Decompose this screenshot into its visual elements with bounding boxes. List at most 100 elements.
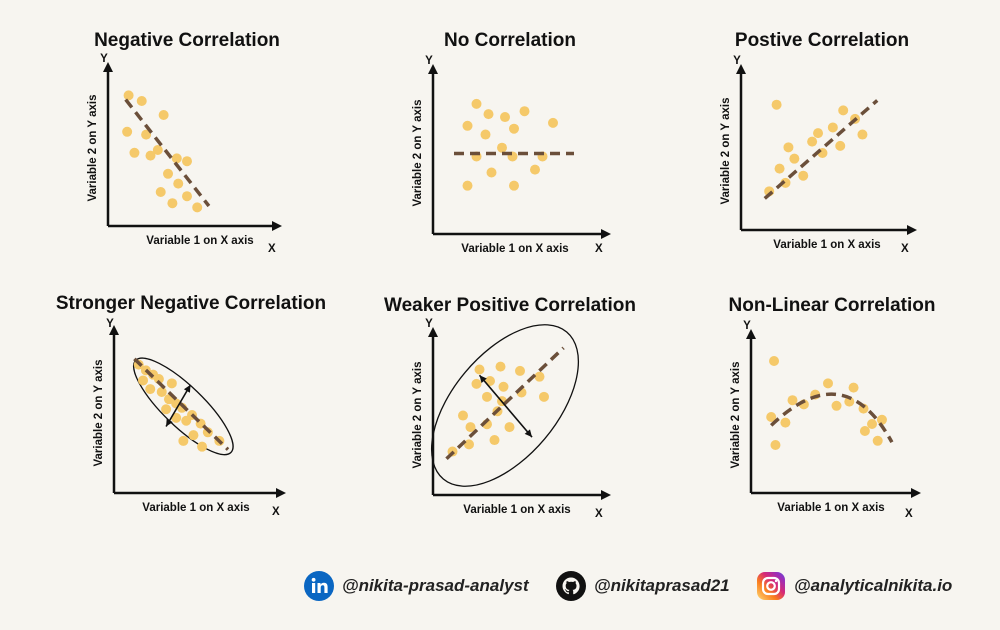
data-point bbox=[770, 440, 781, 450]
data-point bbox=[859, 426, 870, 436]
x-axis-label: Variable 1 on X axis bbox=[463, 504, 570, 516]
scatter-plot: Variable 1 on X axis Variable 2 on Y axis… bbox=[412, 55, 611, 255]
panel-none: No Correlation Variable 1 on X axis Variab… bbox=[345, 30, 675, 320]
y-axis-letter: Y bbox=[425, 55, 433, 67]
arrow-head bbox=[479, 375, 487, 383]
data-point bbox=[141, 129, 152, 140]
y-axis-label: Variable 2 on Y axis bbox=[720, 98, 732, 205]
data-point bbox=[173, 178, 184, 189]
data-point bbox=[835, 140, 846, 151]
x-axis-label: Variable 1 on X axis bbox=[142, 502, 249, 514]
github-icon bbox=[556, 571, 586, 601]
data-point bbox=[155, 187, 166, 197]
y-axis-letter: Y bbox=[106, 318, 114, 330]
panel-title: Non-Linear Correlation bbox=[728, 295, 936, 316]
instagram-link[interactable]: @analyticalnikita.io bbox=[756, 567, 952, 605]
y-axis-label: Variable 2 on Y axis bbox=[87, 95, 99, 202]
data-point bbox=[474, 364, 485, 375]
data-point bbox=[807, 136, 818, 147]
data-point bbox=[827, 122, 838, 133]
data-point bbox=[483, 109, 494, 120]
data-point bbox=[530, 164, 540, 175]
data-point bbox=[465, 422, 476, 433]
x-axis-label: Variable 1 on X axis bbox=[777, 502, 884, 514]
data-point bbox=[163, 168, 174, 179]
data-point bbox=[167, 198, 178, 209]
data-point bbox=[787, 395, 798, 406]
data-point bbox=[534, 371, 545, 382]
y-axis-arrow bbox=[428, 64, 438, 74]
data-point bbox=[462, 120, 473, 131]
x-axis-letter: X bbox=[268, 243, 276, 255]
data-point bbox=[156, 386, 167, 397]
linkedin-link[interactable]: @nikita-prasad-analyst bbox=[304, 567, 529, 605]
data-point bbox=[789, 153, 800, 164]
y-axis-letter: Y bbox=[733, 55, 741, 67]
data-point bbox=[813, 128, 824, 139]
x-axis-letter: X bbox=[595, 243, 603, 255]
trend-line bbox=[445, 346, 565, 461]
y-axis-arrow bbox=[428, 327, 438, 337]
scatter-plot: Variable 1 on X axis Variable 2 on Y axis… bbox=[93, 318, 286, 518]
y-axis-label: Variable 2 on Y axis bbox=[412, 362, 424, 469]
data-point bbox=[471, 98, 482, 109]
data-point bbox=[197, 441, 208, 452]
trend-line bbox=[769, 392, 894, 444]
data-point bbox=[519, 106, 530, 117]
data-point bbox=[182, 191, 192, 202]
x-axis-arrow bbox=[911, 488, 921, 498]
y-axis-label: Variable 2 on Y axis bbox=[730, 362, 742, 469]
x-axis-arrow bbox=[601, 229, 611, 239]
arrow-head bbox=[183, 384, 191, 393]
y-axis-label: Variable 2 on Y axis bbox=[93, 360, 105, 467]
data-point bbox=[166, 378, 177, 389]
instagram-handle: @analyticalnikita.io bbox=[794, 576, 953, 595]
linkedin-icon bbox=[304, 571, 334, 601]
data-point bbox=[876, 414, 887, 425]
data-point bbox=[495, 361, 506, 372]
data-point bbox=[182, 156, 192, 167]
data-point bbox=[145, 150, 156, 161]
panel-title: Stronger Negative Correlation bbox=[55, 293, 327, 314]
y-axis-arrow bbox=[109, 325, 119, 335]
data-point bbox=[504, 422, 515, 433]
data-point bbox=[548, 117, 558, 128]
data-point bbox=[161, 404, 172, 415]
panel-title: Weaker Positive Correlation bbox=[383, 295, 637, 316]
y-axis-letter: Y bbox=[743, 320, 751, 332]
y-axis-letter: Y bbox=[425, 318, 433, 330]
x-axis-label: Variable 1 on X axis bbox=[461, 243, 568, 255]
arrow-head bbox=[166, 418, 173, 427]
data-point bbox=[123, 90, 134, 101]
data-point bbox=[464, 439, 474, 450]
data-point bbox=[857, 129, 868, 140]
data-point bbox=[489, 435, 500, 446]
data-point bbox=[872, 435, 883, 446]
y-axis-label: Variable 2 on Y axis bbox=[412, 100, 424, 207]
data-point bbox=[462, 180, 473, 191]
data-point bbox=[188, 430, 199, 441]
data-point bbox=[783, 142, 794, 153]
spread-arrow bbox=[165, 384, 192, 427]
linkedin-handle: @nikita-prasad-analyst bbox=[342, 576, 529, 595]
data-point bbox=[158, 110, 169, 120]
x-axis-arrow bbox=[276, 488, 286, 498]
data-point bbox=[458, 410, 468, 421]
data-point bbox=[171, 412, 182, 423]
scatter-plot: Variable 1 on X axis Variable 2 on Y axis… bbox=[730, 320, 921, 520]
data-point bbox=[766, 412, 777, 422]
github-link[interactable]: @nikitaprasad21 bbox=[556, 567, 730, 605]
panel-title: No Correlation bbox=[444, 30, 576, 51]
data-point bbox=[482, 391, 492, 402]
panel-stronger-negative: Stronger Negative Correlation Variable 1 … bbox=[26, 293, 356, 583]
data-point bbox=[471, 378, 482, 389]
data-point bbox=[497, 142, 507, 153]
data-point bbox=[152, 145, 163, 155]
data-point bbox=[486, 167, 497, 178]
y-axis-arrow bbox=[736, 64, 746, 74]
x-axis-arrow bbox=[601, 490, 611, 500]
data-point bbox=[192, 202, 203, 213]
data-point bbox=[769, 356, 780, 366]
data-point bbox=[848, 382, 859, 393]
data-point bbox=[539, 391, 549, 402]
